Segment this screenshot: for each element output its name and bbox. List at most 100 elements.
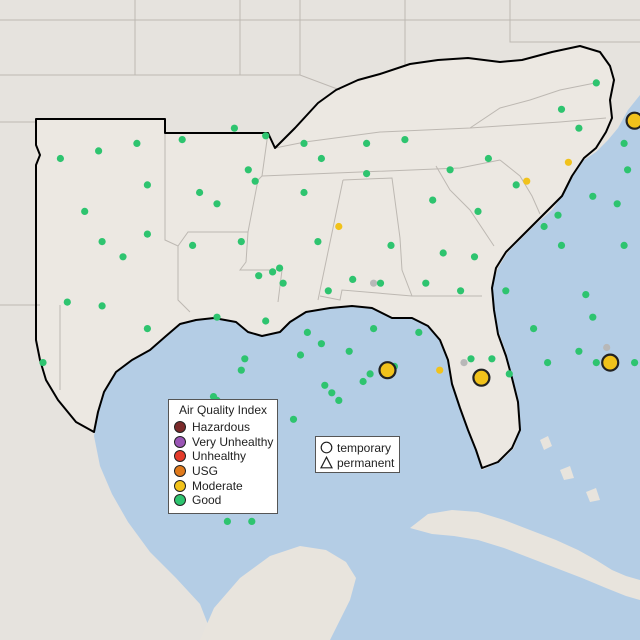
good-monitor-marker[interactable] — [505, 370, 513, 378]
offline-monitor-marker[interactable] — [603, 343, 611, 352]
offline-monitor-marker[interactable] — [370, 279, 378, 287]
good-monitor-marker[interactable] — [620, 241, 628, 249]
good-monitor-marker[interactable] — [467, 355, 475, 363]
good-monitor-marker[interactable] — [474, 207, 482, 215]
good-monitor-marker[interactable] — [540, 222, 548, 231]
good-monitor-marker[interactable] — [269, 268, 277, 276]
very-unhealthy-swatch-icon — [174, 435, 186, 448]
good-monitor-marker[interactable] — [324, 287, 332, 295]
good-monitor-marker[interactable] — [241, 355, 249, 363]
good-monitor-marker[interactable] — [303, 328, 311, 336]
good-monitor-marker[interactable] — [363, 170, 371, 178]
good-monitor-marker[interactable] — [512, 181, 520, 189]
good-monitor-marker[interactable] — [237, 366, 245, 374]
good-monitor-marker[interactable] — [557, 241, 566, 249]
good-monitor-marker[interactable] — [143, 230, 151, 238]
good-monitor-marker[interactable] — [237, 238, 245, 246]
temporary-monitor-marker[interactable] — [625, 111, 640, 130]
good-monitor-marker[interactable] — [439, 249, 447, 257]
good-monitor-marker[interactable] — [446, 166, 454, 174]
good-monitor-marker[interactable] — [317, 154, 325, 163]
good-monitor-marker[interactable] — [376, 279, 385, 287]
moderate-monitor-marker[interactable] — [523, 177, 531, 185]
good-monitor-marker[interactable] — [589, 313, 597, 321]
good-monitor-marker[interactable] — [502, 287, 510, 295]
good-monitor-marker[interactable] — [415, 328, 423, 336]
good-monitor-marker[interactable] — [328, 389, 336, 397]
good-monitor-marker[interactable] — [296, 351, 305, 359]
good-monitor-marker[interactable] — [248, 517, 256, 526]
good-monitor-marker[interactable] — [63, 298, 71, 306]
good-monitor-marker[interactable] — [363, 139, 371, 147]
good-monitor-marker[interactable] — [98, 302, 106, 310]
legend-row-permanent: permanent — [316, 455, 399, 470]
good-monitor-marker[interactable] — [196, 188, 204, 197]
good-monitor-marker[interactable] — [557, 105, 566, 113]
good-monitor-marker[interactable] — [209, 393, 218, 401]
good-monitor-marker[interactable] — [279, 279, 287, 287]
good-monitor-marker[interactable] — [39, 359, 47, 367]
good-monitor-marker[interactable] — [276, 264, 284, 272]
good-monitor-marker[interactable] — [582, 291, 590, 299]
good-monitor-marker[interactable] — [262, 132, 270, 140]
good-monitor-marker[interactable] — [613, 200, 621, 208]
temporary-monitor-marker[interactable] — [472, 368, 491, 387]
good-monitor-marker[interactable] — [178, 136, 186, 144]
good-monitor-marker[interactable] — [575, 347, 583, 355]
good-monitor-marker[interactable] — [119, 253, 127, 261]
good-monitor-marker[interactable] — [133, 139, 141, 147]
good-monitor-marker[interactable] — [401, 136, 409, 144]
good-monitor-marker[interactable] — [530, 325, 538, 333]
offline-monitor-marker[interactable] — [460, 359, 468, 367]
good-monitor-marker[interactable] — [98, 238, 106, 246]
good-monitor-marker[interactable] — [300, 188, 308, 197]
good-monitor-marker[interactable] — [575, 124, 583, 132]
good-monitor-marker[interactable] — [589, 192, 597, 200]
good-monitor-marker[interactable] — [554, 211, 562, 219]
good-monitor-marker[interactable] — [484, 154, 492, 163]
good-monitor-marker[interactable] — [457, 287, 465, 295]
good-monitor-marker[interactable] — [345, 347, 353, 355]
good-monitor-marker[interactable] — [213, 200, 221, 208]
good-monitor-marker[interactable] — [620, 139, 628, 147]
good-monitor-marker[interactable] — [544, 359, 552, 367]
moderate-monitor-marker[interactable] — [564, 158, 573, 166]
good-monitor-marker[interactable] — [422, 279, 430, 287]
moderate-monitor-marker[interactable] — [436, 366, 444, 374]
good-monitor-marker[interactable] — [262, 317, 270, 325]
good-monitor-marker[interactable] — [230, 124, 238, 132]
good-monitor-marker[interactable] — [143, 325, 151, 333]
good-monitor-marker[interactable] — [321, 381, 329, 389]
good-monitor-marker[interactable] — [429, 196, 437, 204]
legend-label: USG — [192, 464, 219, 479]
good-monitor-marker[interactable] — [314, 238, 322, 246]
good-monitor-marker[interactable] — [624, 166, 632, 174]
good-monitor-marker[interactable] — [470, 253, 479, 261]
good-monitor-marker[interactable] — [189, 241, 197, 249]
good-monitor-marker[interactable] — [95, 147, 103, 155]
good-monitor-marker[interactable] — [366, 370, 374, 378]
good-monitor-marker[interactable] — [387, 241, 395, 249]
good-monitor-marker[interactable] — [349, 275, 357, 283]
good-monitor-marker[interactable] — [255, 272, 263, 280]
good-monitor-marker[interactable] — [370, 325, 378, 333]
good-monitor-marker[interactable] — [317, 340, 325, 348]
temporary-monitor-marker[interactable] — [378, 361, 397, 380]
good-monitor-marker[interactable] — [81, 207, 89, 215]
good-monitor-marker[interactable] — [592, 359, 600, 367]
good-monitor-marker[interactable] — [289, 415, 298, 423]
temporary-monitor-marker[interactable] — [601, 353, 620, 372]
good-monitor-marker[interactable] — [223, 517, 231, 526]
good-monitor-marker[interactable] — [631, 359, 639, 367]
good-monitor-marker[interactable] — [335, 396, 343, 404]
good-monitor-marker[interactable] — [56, 154, 64, 163]
moderate-monitor-marker[interactable] — [335, 222, 343, 231]
good-monitor-marker[interactable] — [488, 355, 496, 363]
good-monitor-marker[interactable] — [300, 139, 308, 147]
good-monitor-marker[interactable] — [244, 166, 252, 174]
good-monitor-marker[interactable] — [592, 79, 600, 87]
good-monitor-marker[interactable] — [143, 181, 151, 189]
good-monitor-marker[interactable] — [359, 377, 367, 386]
good-monitor-marker[interactable] — [213, 313, 221, 321]
good-monitor-marker[interactable] — [251, 177, 259, 185]
